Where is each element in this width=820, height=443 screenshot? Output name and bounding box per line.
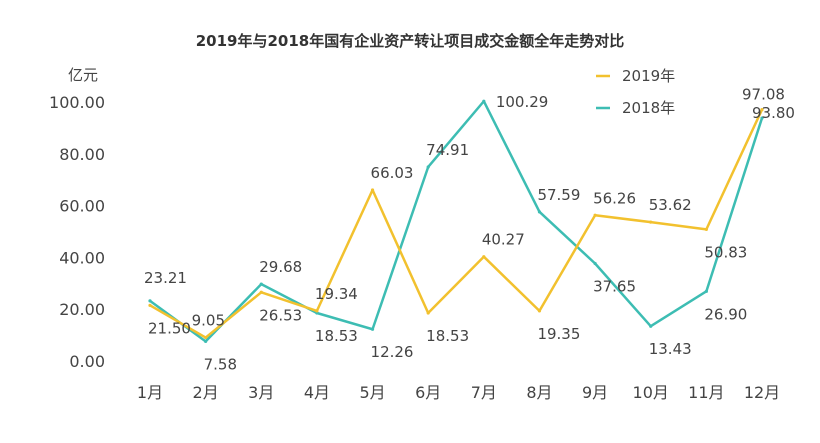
data-label: 26.90 — [704, 305, 747, 323]
series-line — [148, 108, 764, 339]
legend: 2019年 2018年 — [596, 67, 675, 117]
x-tick-label: 11月 — [688, 383, 724, 402]
data-label: 50.83 — [704, 243, 747, 261]
x-tick-label: 1月 — [137, 383, 163, 402]
x-tick-label: 9月 — [582, 383, 608, 402]
data-label: 40.27 — [482, 231, 525, 249]
x-tick-label: 4月 — [304, 383, 330, 402]
data-label: 57.59 — [537, 186, 580, 204]
x-axis: 1月 2月 3月 4月 5月 6月 7月 8月 9月 10月 11月 12月 — [137, 383, 780, 402]
series-2019 — [148, 107, 764, 340]
x-tick-label: 8月 — [526, 383, 552, 402]
data-point — [148, 299, 152, 303]
data-point — [537, 210, 542, 214]
x-tick-label: 5月 — [359, 383, 385, 402]
data-point — [370, 327, 375, 331]
legend-label-2018: 2018年 — [622, 99, 675, 117]
data-point — [649, 220, 653, 224]
data-point — [537, 309, 542, 313]
x-tick-label: 6月 — [415, 383, 441, 402]
x-tick-label: 3月 — [248, 383, 274, 402]
data-label: 18.53 — [426, 327, 469, 345]
x-tick-label: 10月 — [633, 383, 669, 402]
y-axis-unit: 亿元 — [68, 66, 98, 84]
data-point — [760, 116, 764, 120]
data-point — [315, 309, 319, 313]
data-label: 13.43 — [649, 340, 692, 358]
y-tick-label: 60.00 — [59, 197, 105, 216]
data-label: 29.68 — [259, 258, 302, 276]
data-label: 23.21 — [144, 269, 187, 287]
y-axis: 0.00 20.00 40.00 60.00 80.00 100.00 — [49, 93, 105, 371]
data-point — [259, 282, 263, 286]
data-label: 19.34 — [315, 285, 358, 303]
data-label: 9.05 — [192, 312, 225, 330]
data-point — [704, 227, 708, 231]
x-tick-label: 2月 — [193, 383, 219, 402]
y-tick-label: 20.00 — [59, 300, 105, 319]
y-tick-label: 100.00 — [49, 93, 105, 112]
data-point — [760, 107, 764, 112]
data-label: 12.26 — [371, 343, 414, 361]
data-point — [370, 188, 375, 192]
data-labels: 21.50 9.05 26.53 19.34 66.03 18.53 40.27 19.35 5… — [144, 86, 795, 374]
data-point — [482, 99, 486, 103]
series-line — [148, 99, 764, 343]
data-label: 37.65 — [593, 277, 636, 295]
data-label: 7.58 — [204, 355, 237, 373]
data-label: 18.53 — [315, 327, 358, 345]
x-tick-label: 7月 — [471, 383, 497, 402]
data-point — [649, 324, 653, 328]
data-label: 26.53 — [259, 306, 302, 324]
data-label: 100.29 — [496, 93, 549, 111]
data-point — [482, 255, 486, 259]
data-point — [704, 289, 708, 293]
data-point — [259, 290, 263, 294]
y-tick-label: 80.00 — [59, 145, 105, 164]
data-label: 56.26 — [593, 189, 636, 207]
legend-label-2019: 2019年 — [622, 67, 675, 85]
data-label: 97.08 — [742, 86, 785, 104]
data-point — [148, 303, 152, 307]
data-label: 21.50 — [148, 319, 191, 337]
data-label: 53.62 — [649, 196, 692, 214]
data-point — [593, 261, 597, 266]
data-label: 74.91 — [426, 141, 469, 159]
data-point — [593, 213, 597, 217]
data-label: 66.03 — [371, 164, 414, 182]
chart-title: 2019年与2018年国有企业资产转让项目成交金额全年走势对比 — [196, 32, 625, 50]
data-point — [204, 335, 208, 340]
data-point — [426, 311, 430, 315]
y-tick-label: 40.00 — [59, 248, 105, 267]
data-label: 93.80 — [752, 104, 795, 122]
data-label: 19.35 — [537, 325, 580, 343]
series-2018 — [148, 99, 764, 343]
data-point — [204, 339, 208, 343]
data-point — [426, 165, 430, 169]
y-tick-label: 0.00 — [69, 352, 105, 371]
x-tick-label: 12月 — [744, 383, 780, 402]
